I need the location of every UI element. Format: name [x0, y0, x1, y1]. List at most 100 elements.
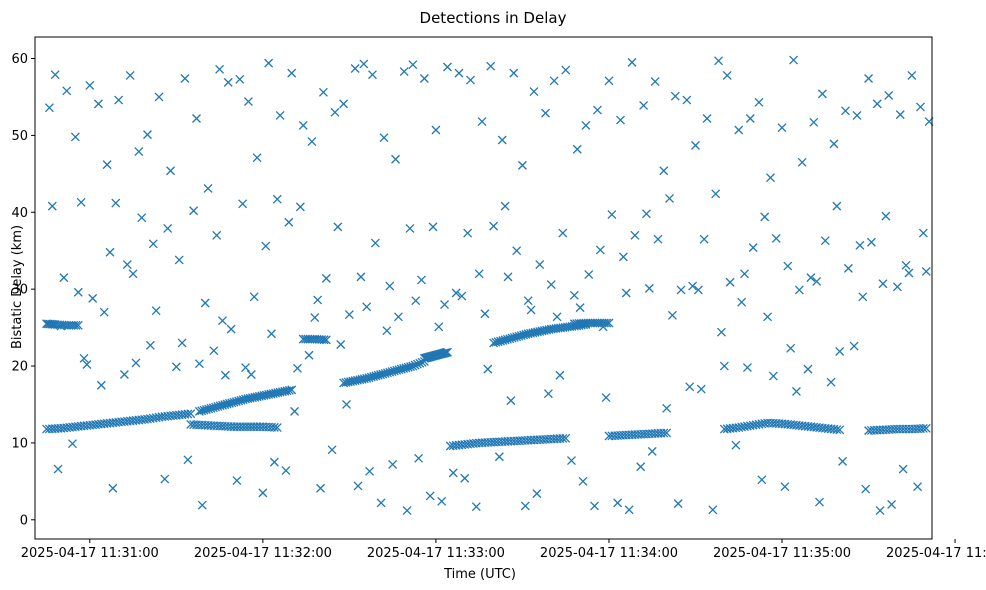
scatter-point [367, 70, 377, 80]
scatter-point [598, 322, 608, 332]
scatter-point [203, 183, 213, 193]
scatter-point [275, 110, 285, 120]
scatter-point [607, 210, 617, 220]
scatter-point [160, 474, 170, 484]
scatter-point [777, 123, 787, 133]
scatter-point [699, 234, 709, 244]
scatter-point [907, 70, 917, 80]
scatter-point [241, 363, 251, 373]
scatter-point [921, 267, 931, 276]
scatter-point [419, 74, 429, 83]
scatter-point [405, 223, 415, 233]
scatter-point [549, 76, 559, 86]
scatter-point [711, 189, 721, 199]
scatter-point [293, 363, 302, 373]
scatter-point [408, 60, 418, 70]
scatter-point [561, 65, 571, 75]
scatter-point [866, 237, 876, 247]
scatter-point [826, 377, 836, 387]
scatter-point [529, 87, 539, 97]
scatter-point [223, 77, 233, 87]
scatter-point [898, 464, 908, 474]
scatter-point [226, 324, 236, 334]
scatter-point [267, 329, 276, 339]
scatter-point [194, 359, 204, 369]
scatter-point [460, 473, 470, 483]
scatter-point [855, 240, 865, 250]
scatter-point [134, 147, 144, 157]
scatter-point [757, 475, 767, 485]
scatter-point [878, 279, 888, 289]
scatter-point [630, 230, 640, 240]
scatter-point [636, 462, 646, 472]
scatter-point [483, 364, 493, 374]
scatter-point [584, 270, 594, 280]
data-marks [42, 55, 934, 516]
scatter-point [399, 67, 409, 77]
scatter-point [298, 120, 308, 130]
scatter-point [183, 409, 193, 419]
scatter-point [246, 370, 256, 379]
scatter-point [177, 338, 187, 348]
scatter-point [884, 90, 894, 100]
scatter-point [108, 483, 118, 493]
scatter-point [131, 358, 141, 368]
scatter-point [122, 260, 132, 270]
scatter-point [572, 144, 582, 154]
scatter-point [673, 499, 683, 509]
scatter-point [642, 209, 651, 219]
scatter-point [688, 281, 698, 291]
scatter-point [829, 139, 839, 149]
scatter-point [592, 105, 602, 115]
scatter-point [272, 194, 282, 204]
scatter-point [79, 353, 89, 363]
scatter-point [200, 298, 210, 308]
scatter-point [327, 445, 337, 455]
scatter-point [494, 452, 504, 462]
scatter-point [913, 482, 923, 492]
scatter-point [264, 58, 274, 68]
scatter-point [817, 89, 827, 99]
scatter-point [627, 57, 637, 67]
scatter-point [835, 346, 845, 356]
x-tick-label: 2025-04-17 11:32:00 [194, 546, 332, 561]
scatter-point [313, 295, 323, 305]
scatter-point [740, 269, 749, 279]
scatter-point [284, 217, 294, 227]
scatter-point [333, 222, 343, 232]
scatter-point [376, 498, 386, 508]
scatter-point [864, 74, 874, 83]
scatter-point [838, 456, 848, 466]
scatter-point [287, 68, 297, 78]
scatter-point [809, 117, 819, 127]
scatter-point [417, 275, 426, 285]
scatter-point [451, 288, 461, 298]
scatter-point [624, 505, 634, 515]
scatter-point [852, 110, 862, 120]
scatter-point [189, 206, 199, 216]
scatter-point [457, 291, 467, 301]
scatter-point [569, 290, 579, 300]
scatter-point [604, 318, 614, 328]
scatter-point [111, 198, 121, 208]
scatter-point [44, 103, 54, 113]
scatter-point [659, 428, 669, 438]
scatter-point [393, 312, 403, 322]
scatter-point [128, 269, 138, 279]
scatter-point [803, 364, 813, 374]
scatter-point [53, 464, 63, 474]
scatter-point [662, 403, 672, 413]
scatter-point [489, 221, 499, 231]
scatter-point [616, 115, 625, 125]
x-tick-label: 2025-04-17 11:36:00 [886, 546, 986, 561]
scatter-point [734, 125, 744, 135]
scatter-point [901, 260, 911, 270]
y-tick-label: 40 [11, 206, 28, 221]
scatter-point [512, 246, 522, 256]
scatter-point [546, 280, 556, 290]
scatter-point [466, 75, 475, 85]
scatter-point [114, 95, 124, 105]
y-tick-label: 60 [11, 52, 28, 67]
scatter-point [76, 197, 86, 207]
scatter-point [192, 114, 201, 123]
